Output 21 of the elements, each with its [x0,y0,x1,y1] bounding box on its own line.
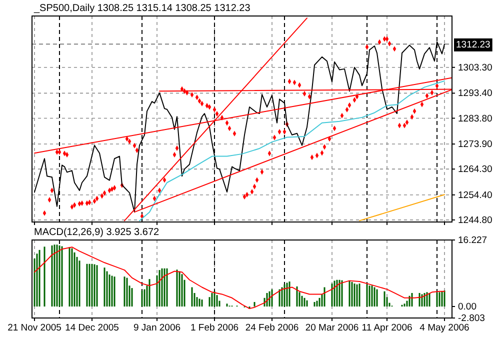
x-tick-label: 21 Nov 2005 [8,322,62,334]
y-tick-label: 1244.80 [458,214,492,226]
x-tick-label: 4 May 2006 [420,322,470,334]
chart-title: MACD(12,26,9) 3.925 3.672 [34,227,160,238]
y-tick-label: 0.00 [458,302,476,313]
y-tick-label: -2.803 [458,313,485,324]
x-tick-label: 14 Dec 2005 [65,322,119,334]
y-tick-label: 1254.40 [458,190,492,201]
chart-title: _SP500,Daily 1308.25 1315.14 1308.25 1312.23 [33,3,251,14]
y-tick-label: 16.227 [458,235,488,246]
x-tick-label: 1 Feb 2006 [190,322,239,334]
x-tick-label: 9 Jan 2006 [133,322,181,334]
ref-line-label: 1312.23 [456,39,490,50]
y-tick-label: 1303.30 [458,62,492,74]
x-tick-label: 11 Apr 2006 [362,322,412,334]
x-tick-label: 20 Mar 2006 [305,322,359,334]
y-tick-label: 1273.90 [458,139,492,150]
x-tick-label: 24 Feb 2006 [245,322,299,334]
y-tick-label: 1264.30 [458,164,492,176]
y-tick-label: 1293.40 [458,88,492,100]
y-tick-label: 1283.80 [458,113,492,124]
